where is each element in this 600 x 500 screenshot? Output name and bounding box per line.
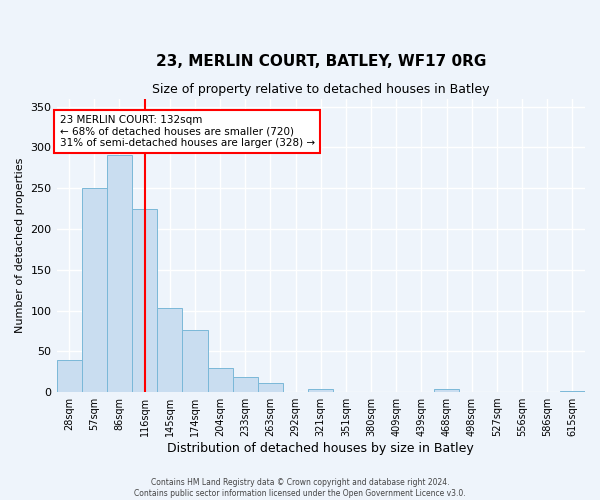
Bar: [258, 383, 283, 392]
Title: Size of property relative to detached houses in Batley: Size of property relative to detached ho…: [152, 83, 490, 96]
Text: Contains HM Land Registry data © Crown copyright and database right 2024.
Contai: Contains HM Land Registry data © Crown c…: [134, 478, 466, 498]
Bar: [434, 389, 459, 392]
X-axis label: Distribution of detached houses by size in Batley: Distribution of detached houses by size …: [167, 442, 474, 455]
Bar: [56, 360, 82, 392]
Bar: [157, 308, 182, 392]
Bar: [233, 378, 258, 392]
Bar: [208, 368, 233, 392]
Text: 23 MERLIN COURT: 132sqm
← 68% of detached houses are smaller (720)
31% of semi-d: 23 MERLIN COURT: 132sqm ← 68% of detache…: [59, 115, 314, 148]
Text: 23, MERLIN COURT, BATLEY, WF17 0RG: 23, MERLIN COURT, BATLEY, WF17 0RG: [155, 54, 486, 69]
Bar: [82, 188, 107, 392]
Bar: [132, 208, 157, 392]
Bar: [107, 155, 132, 392]
Y-axis label: Number of detached properties: Number of detached properties: [15, 158, 25, 333]
Bar: [308, 389, 334, 392]
Bar: [182, 330, 208, 392]
